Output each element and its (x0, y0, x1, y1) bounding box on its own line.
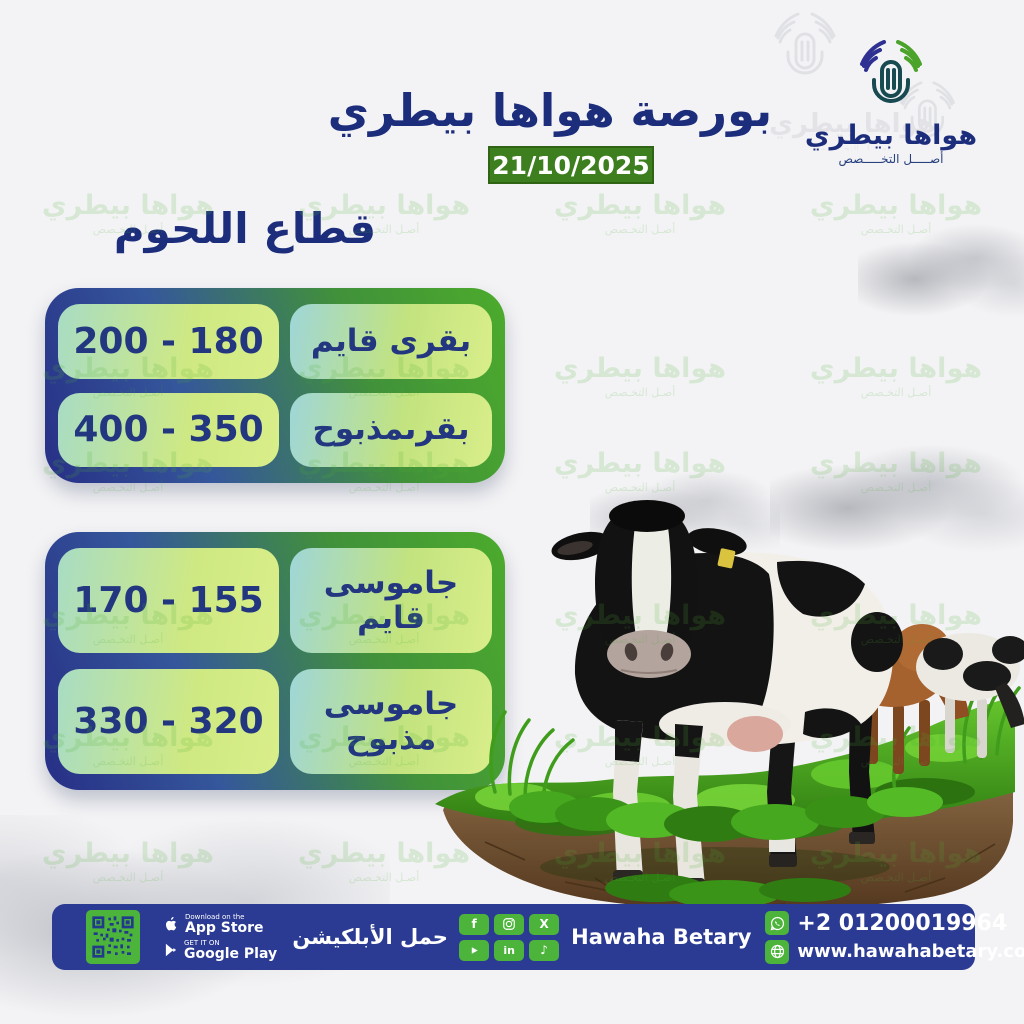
logo-sound-mic-icon (860, 40, 922, 103)
price-row-buffalo-standing: جاموسى قايم 155 - 170 (58, 548, 492, 653)
qr-code-pattern (92, 916, 134, 958)
price-range: 320 - 330 (58, 669, 279, 774)
instagram-icon[interactable] (494, 913, 525, 935)
logo-brand-name: هواها بيطري (804, 120, 978, 151)
cloud (858, 222, 1024, 317)
background-watermark-pattern: هواها بيطري أصـــل التخـــصص (724, 0, 1024, 150)
qr-code[interactable] (86, 910, 140, 964)
main-holstein-cow (551, 500, 903, 892)
price-range: 180 - 200 (58, 304, 279, 379)
app-store-badge[interactable]: Download on the App Store (164, 913, 277, 935)
tiktok-icon[interactable]: ♪ (529, 939, 560, 961)
social-icons: f X in ♪ (459, 913, 560, 961)
x-twitter-icon[interactable]: X (529, 913, 560, 935)
price-card-cattle: بقرى قايم 180 - 200 بقرىمذبوح 350 - 400 (45, 288, 505, 483)
price-label: جاموسى قايم (290, 548, 492, 653)
cow-head (551, 500, 747, 678)
price-label: بقرى قايم (290, 304, 492, 379)
download-app-label: حمل الأبلكيشن (292, 925, 448, 949)
price-range: 350 - 400 (58, 392, 279, 467)
section-title: قطاع اللحوم (113, 204, 377, 253)
google-play-icon (165, 943, 177, 957)
price-label: بقرىمذبوح (290, 392, 492, 467)
page-title: بورصة هواها بيطري (327, 84, 773, 137)
logo-tagline: أصـــــل التخـــــصص (838, 152, 944, 166)
apple-icon (165, 916, 177, 931)
globe-icon (765, 939, 790, 964)
price-row-buffalo-slaughtered: جاموسى مذبوح 320 - 330 (58, 669, 492, 774)
phone-row[interactable]: +2 01200019964 (765, 911, 1024, 936)
price-card-buffalo: جاموسى قايم 155 - 170 جاموسى مذبوح 320 -… (45, 532, 505, 790)
price-label: جاموسى مذبوح (290, 669, 492, 774)
google-play-badge[interactable]: GET IT ON Google Play (164, 939, 277, 961)
phone-number: +2 01200019964 (797, 910, 1008, 936)
store-badges: Download on the App Store GET IT ON Goog… (164, 913, 277, 961)
website-url: www.hawahabetary.com (797, 941, 1024, 962)
facebook-icon[interactable]: f (459, 913, 490, 935)
brand-name: Hawaha Betary (571, 925, 752, 949)
footer-bar: Download on the App Store GET IT ON Goog… (52, 904, 1024, 970)
foreground-grass (509, 787, 943, 908)
price-row-cattle-standing: بقرى قايم 180 - 200 (58, 304, 492, 379)
price-row-cattle-slaughtered: بقرىمذبوح 350 - 400 (58, 392, 492, 467)
whatsapp-icon (765, 911, 790, 935)
price-range: 155 - 170 (58, 548, 279, 653)
background-holstein-cow (916, 633, 1024, 758)
youtube-icon[interactable] (459, 939, 490, 961)
contact-info: +2 01200019964 www.hawahabetary.com (765, 911, 1024, 964)
ear-tag (717, 548, 736, 569)
linkedin-icon[interactable]: in (494, 939, 525, 961)
cloud (770, 442, 1024, 552)
date-badge: 21/10/2025 (488, 146, 654, 184)
website-row[interactable]: www.hawahabetary.com (765, 939, 1024, 964)
brand-logo: هواها بيطري أصـــــل التخـــــصص (796, 40, 986, 166)
cow-scene-illustration (435, 500, 1024, 911)
